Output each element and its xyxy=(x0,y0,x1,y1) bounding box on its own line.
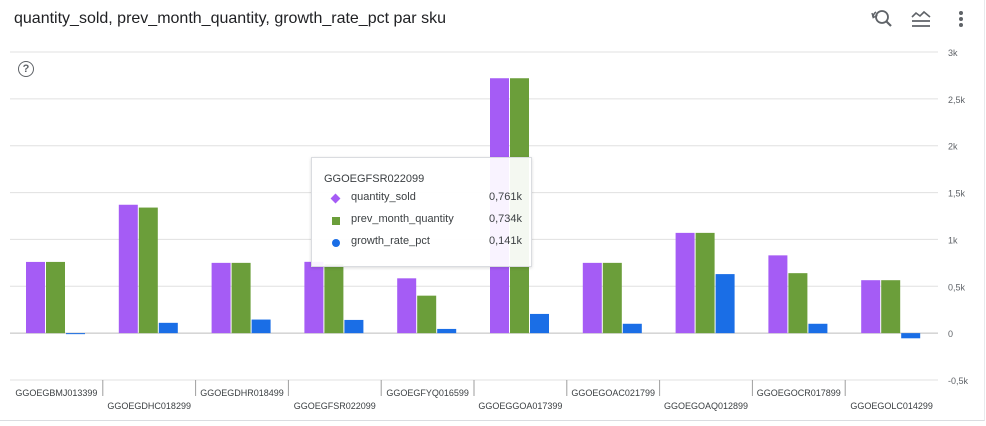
prev-month-quantity-bar xyxy=(324,264,344,334)
y-tick-label: 2k xyxy=(948,142,958,152)
growth-rate-pct-bar xyxy=(715,274,735,334)
y-tick-label: -0,5k xyxy=(948,376,969,386)
quantity-sold-bar xyxy=(768,255,788,334)
prev-month-quantity-bar xyxy=(231,262,251,334)
legend-toggle-icon[interactable] xyxy=(908,8,934,30)
quantity-sold-bar xyxy=(861,280,881,334)
growth-rate-pct-bar xyxy=(530,313,549,334)
reset-zoom-icon[interactable] xyxy=(868,8,894,30)
tooltip-title: GGOEGFSR022099 xyxy=(324,173,425,185)
chart-title: quantity_sold, prev_month_quantity, grow… xyxy=(14,10,446,27)
prev-month-quantity-bar xyxy=(417,295,437,334)
tooltip-series-name: prev_month_quantity xyxy=(351,213,454,225)
x-tick-label: GGOEGOCR017899 xyxy=(757,388,841,398)
chart-toolbar xyxy=(868,8,974,30)
x-tick-label: GGOEGDHC018299 xyxy=(107,401,191,411)
prev-month-quantity-bar xyxy=(602,262,622,334)
prev-month-quantity-bar xyxy=(788,273,808,334)
prev-month-quantity-bar xyxy=(881,280,901,334)
circle-marker-icon xyxy=(332,239,340,247)
quantity-sold-bar xyxy=(26,261,45,334)
quantity-sold-bar xyxy=(675,232,695,334)
growth-rate-pct-bar xyxy=(251,319,271,334)
x-tick-label: GGOEGOLC014299 xyxy=(850,401,933,411)
diamond-marker-icon xyxy=(330,193,341,204)
tooltip-row-quantity-sold: quantity_sold 0,761k xyxy=(330,191,522,207)
quantity-sold-bar xyxy=(582,262,602,334)
x-tick-label: GGOEGFSR022099 xyxy=(294,401,376,411)
prev-month-quantity-bar xyxy=(695,232,715,334)
chart-tooltip: GGOEGFSR022099 quantity_sold 0,761k prev… xyxy=(311,157,532,267)
quantity-sold-bar xyxy=(304,261,324,334)
x-tick-label: GGOEGOAQ012899 xyxy=(664,401,748,411)
x-tick-label: GGOEGGOA017399 xyxy=(478,401,562,411)
quantity-sold-bar xyxy=(397,278,417,334)
x-tick-label: GGOEGFYQ016599 xyxy=(386,388,469,398)
quantity-sold-bar xyxy=(118,204,138,334)
y-tick-label: 0 xyxy=(948,329,953,339)
growth-rate-pct-bar xyxy=(66,333,85,335)
prev-month-quantity-bar xyxy=(138,207,158,334)
tooltip-series-name: growth_rate_pct xyxy=(351,235,430,247)
tooltip-series-name: quantity_sold xyxy=(351,191,416,203)
y-tick-label: 3k xyxy=(948,48,958,58)
prev-month-quantity-bar xyxy=(46,261,65,334)
tooltip-row-growth-rate-pct: growth_rate_pct 0,141k xyxy=(332,235,522,251)
tooltip-row-prev-month-quantity: prev_month_quantity 0,734k xyxy=(332,213,522,229)
growth-rate-pct-bar xyxy=(901,333,921,339)
more-options-icon[interactable] xyxy=(948,8,974,30)
growth-rate-pct-bar xyxy=(437,328,457,334)
tooltip-series-value: 0,141k xyxy=(488,235,522,247)
help-icon[interactable]: ? xyxy=(18,61,34,77)
tooltip-series-value: 0,761k xyxy=(488,191,522,203)
tooltip-series-value: 0,734k xyxy=(488,213,522,225)
growth-rate-pct-bar xyxy=(158,322,178,334)
growth-rate-pct-bar xyxy=(622,323,642,334)
y-tick-label: 1k xyxy=(948,235,958,245)
x-tick-label: GGOEGDHR018499 xyxy=(200,388,284,398)
y-tick-label: 2,5k xyxy=(948,95,966,105)
y-tick-label: 0,5k xyxy=(948,282,966,292)
growth-rate-pct-bar xyxy=(344,319,364,334)
y-tick-label: 1,5k xyxy=(948,189,966,199)
x-tick-label: GGOEGBMJ013399 xyxy=(15,388,97,398)
growth-rate-pct-bar xyxy=(808,323,828,334)
quantity-sold-bar xyxy=(211,262,231,334)
x-tick-label: GGOEGOAC021799 xyxy=(571,388,655,398)
square-marker-icon xyxy=(332,217,340,225)
